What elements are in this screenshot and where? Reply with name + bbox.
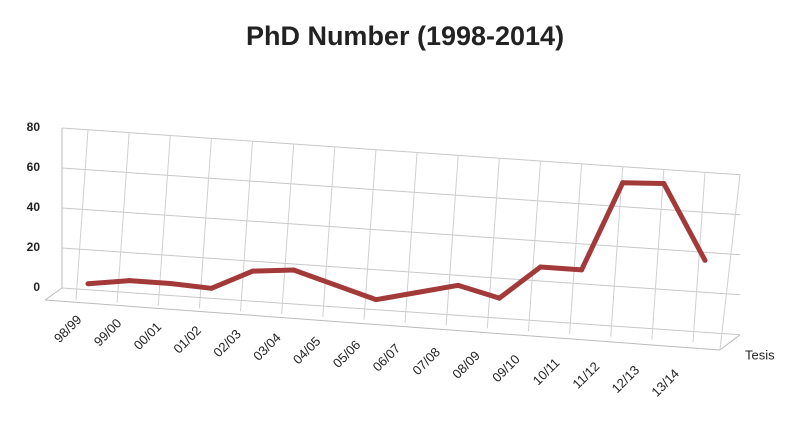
floor-edge	[44, 287, 63, 301]
x-tick-label: 09/10	[489, 352, 523, 386]
data-point	[537, 264, 543, 270]
x-tick-label: 05/06	[330, 337, 364, 371]
x-tick-label: 08/09	[449, 348, 483, 382]
grid-line-vertical	[527, 160, 541, 332]
data-point	[496, 295, 502, 301]
x-tick-label: 12/13	[609, 362, 643, 396]
grid-line-vertical	[486, 158, 500, 329]
grid-line-vertical	[240, 141, 254, 312]
y-tick-label: 20	[27, 240, 41, 254]
grid-line-vertical	[692, 172, 706, 343]
grid-line-vertical	[719, 174, 741, 350]
series-label: Tesis	[745, 347, 775, 362]
x-tick-label: 99/00	[91, 316, 125, 350]
data-point	[455, 282, 461, 288]
x-tick-label: 06/07	[370, 341, 404, 375]
data-point	[85, 281, 91, 287]
data-point	[702, 257, 708, 263]
x-tick-label: 13/14	[648, 366, 682, 400]
grid-line-vertical	[651, 169, 665, 340]
x-tick-label: 00/01	[131, 319, 165, 353]
chart-frame	[44, 128, 741, 351]
y-tick-label: 0	[33, 280, 40, 294]
grid-line-vertical	[281, 143, 295, 315]
grid-line	[61, 287, 741, 336]
grid-line	[61, 167, 741, 216]
y-tick-label: 40	[27, 200, 41, 214]
data-point	[579, 267, 585, 273]
grid-line-vertical	[198, 138, 212, 309]
x-tick-label: 02/03	[210, 326, 244, 360]
data-point	[373, 297, 379, 303]
grid-line-vertical	[404, 152, 418, 323]
x-tick-label: 11/12	[569, 359, 602, 392]
grid-line-vertical	[445, 155, 459, 326]
data-point	[208, 285, 214, 291]
y-tick-label: 60	[27, 160, 41, 174]
x-tick-label: 01/02	[170, 323, 204, 357]
data-point	[167, 280, 173, 286]
grid-line-vertical	[322, 146, 336, 317]
floor-edge	[719, 334, 741, 351]
series-line	[87, 180, 708, 303]
data-point	[291, 267, 297, 273]
x-tick-label: 10/11	[530, 355, 563, 388]
grid-line-vertical	[363, 149, 377, 320]
x-tick-label: 98/99	[51, 312, 85, 346]
data-point	[661, 181, 667, 187]
data-point	[126, 278, 132, 284]
data-point	[332, 282, 338, 288]
grid-line-vertical	[610, 166, 624, 337]
grid-line-vertical	[157, 135, 171, 306]
data-point	[414, 289, 420, 295]
data-point	[250, 268, 256, 274]
x-tick-label: 07/08	[409, 344, 443, 378]
floor-edge	[44, 299, 721, 351]
y-tick-label: 80	[27, 120, 41, 134]
data-point	[620, 180, 626, 186]
grid-line-vertical	[116, 132, 130, 303]
grid-line	[61, 247, 741, 296]
chart-title: PhD Number (1998-2014)	[246, 21, 564, 51]
grid-line-vertical	[75, 129, 89, 300]
grid-line	[61, 127, 741, 176]
x-tick-label: 03/04	[250, 330, 284, 364]
grid-line	[61, 207, 741, 256]
x-tick-label: 04/05	[290, 334, 324, 368]
grid-line-vertical	[569, 163, 583, 334]
